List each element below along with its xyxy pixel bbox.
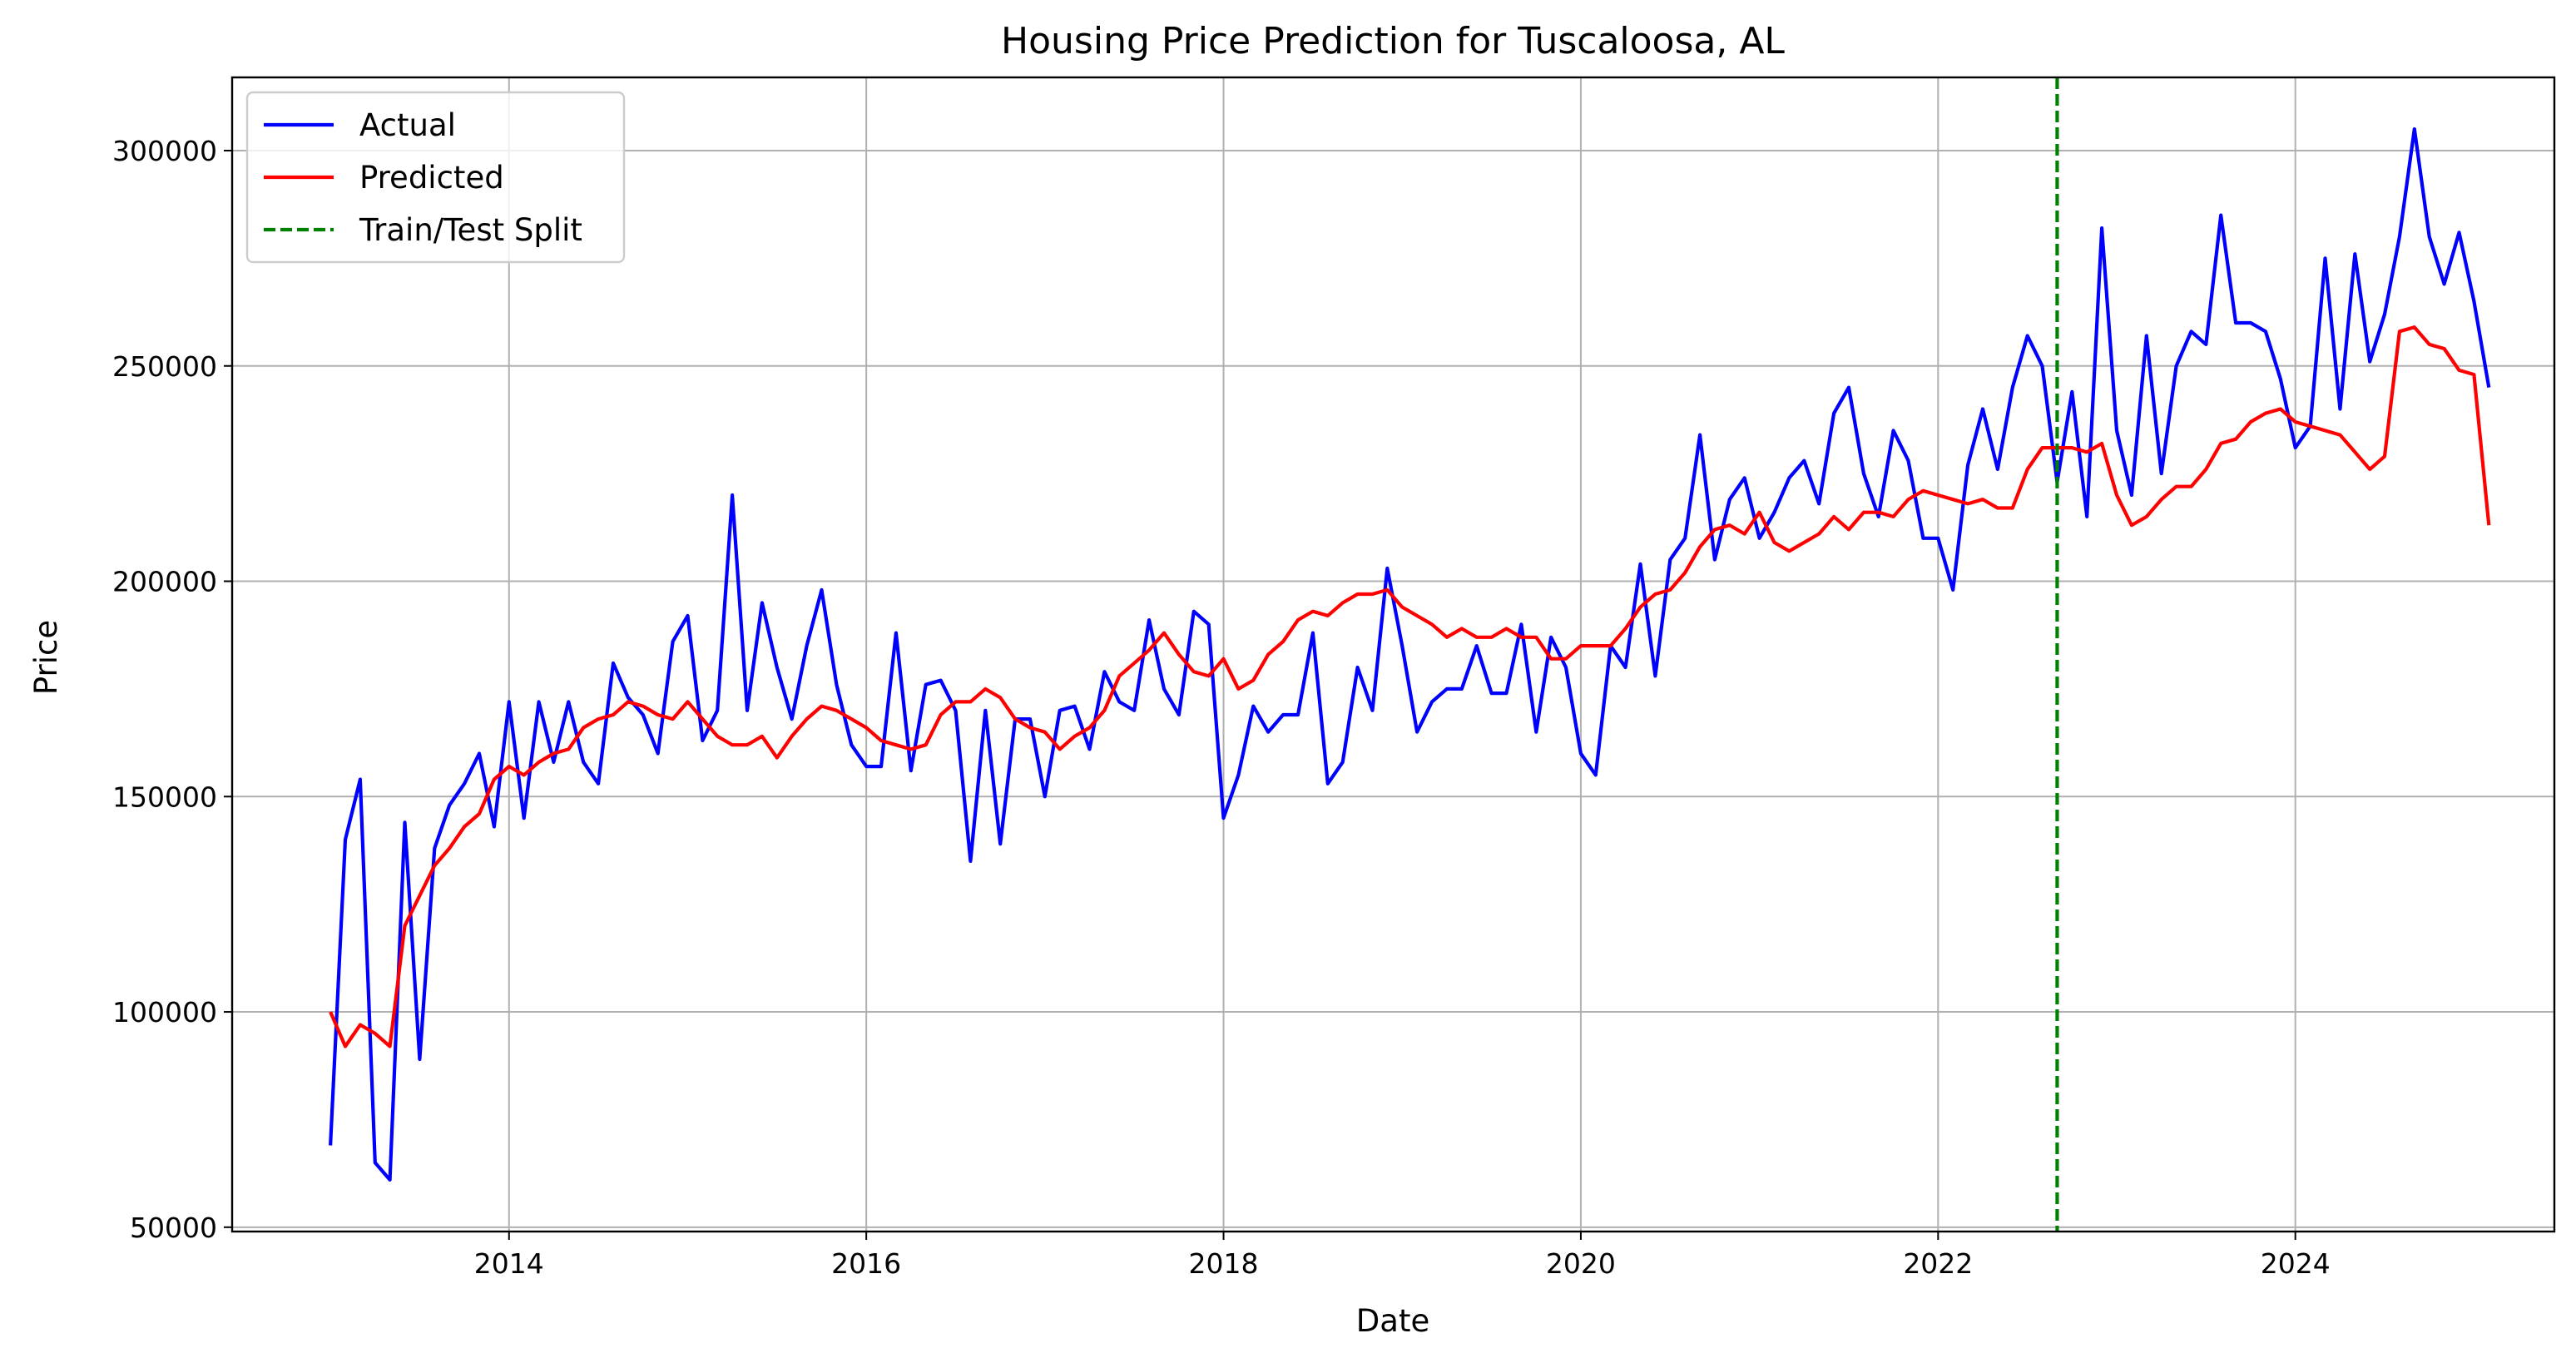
series-line-actual [329,127,2491,1182]
x-tick-label: 2024 [2261,1247,2331,1280]
legend-label-actual: Actual [359,107,456,143]
x-tick-label: 2020 [1546,1247,1616,1280]
legend-box [245,91,626,264]
legend-label-predicted: Predicted [359,160,504,196]
grid [232,77,2554,1232]
x-axis-label: Date [1356,1303,1429,1339]
y-tick-label: 300000 [112,135,217,167]
plot-lines [329,77,2491,1232]
y-tick-label: 100000 [112,996,217,1028]
legend: Actual Predicted Train/Test Split [245,91,626,264]
plot-frame [230,76,2556,1233]
y-tick-label: 150000 [112,781,217,813]
chart-title: Housing Price Prediction for Tuscaloosa,… [1001,20,1785,62]
x-tick-label: 2018 [1189,1247,1259,1280]
x-tick-label: 2022 [1903,1247,1973,1280]
legend-label-split: Train/Test Split [359,212,582,248]
y-tick-label: 250000 [112,350,217,383]
y-tick-label: 50000 [130,1212,217,1244]
y-tick-label: 200000 [112,566,217,598]
x-tick-label: 2014 [474,1247,544,1280]
series-line-predicted [329,325,2491,1048]
ticks: 2014 2016 2018 2020 2022 2024 50000 100000 15000… [112,135,2331,1280]
y-axis-label: Price [28,620,64,695]
x-tick-label: 2016 [831,1247,901,1280]
